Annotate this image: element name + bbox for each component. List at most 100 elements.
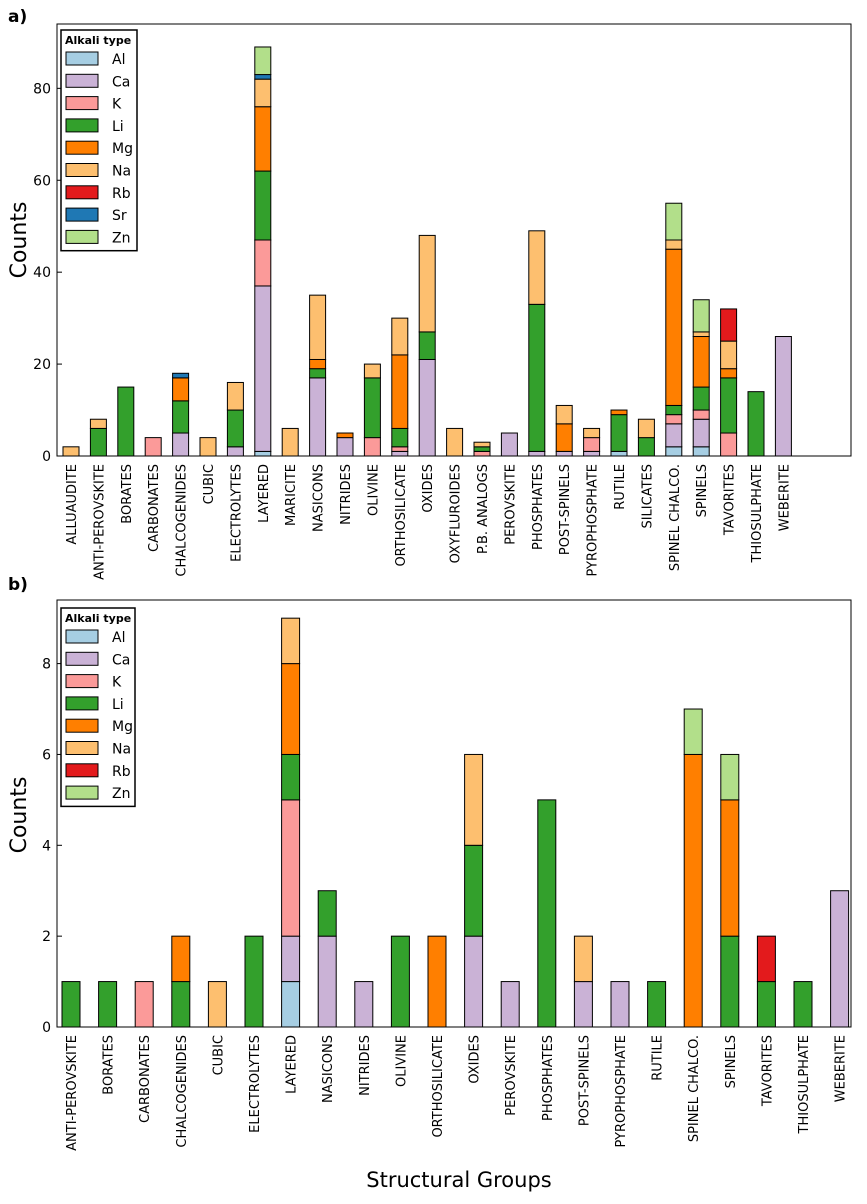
b-xtick-label-oxides: OXIDES — [468, 1035, 483, 1084]
b-bar-layered-mg — [281, 663, 301, 755]
a-bar-olivine-na — [363, 363, 381, 379]
a-bar-tavorites-rb — [720, 308, 738, 342]
b-xtick-label-electrolytes: ELECTROLYTES — [248, 1035, 263, 1133]
a-bar-orthosilicate-ca — [391, 450, 409, 457]
a-bar-layered-ca — [254, 285, 272, 452]
a-xtick-label-carbonates: CARBONATES — [147, 464, 162, 552]
b-bar-layered-ca — [281, 935, 301, 983]
a-bar-chalcogenides-ca — [172, 432, 190, 457]
a-xtick-label-rutile: RUTILE — [613, 464, 628, 510]
a-bar-silicates-na — [637, 418, 655, 439]
a-legend-label-rb: Rb — [112, 186, 131, 202]
b-ytick-label: 2 — [42, 929, 51, 945]
b-bar-orthosilicate-mg — [427, 935, 447, 1028]
a-bar-nasicons-mg — [309, 358, 327, 370]
a-bar-orthosilicate-k — [391, 446, 409, 452]
a-bar-spinel-chalco-zn — [665, 202, 683, 241]
a-bar-cubic-na — [199, 437, 217, 457]
b-legend-label-ca: Ca — [112, 652, 130, 668]
a-bar-orthosilicate-mg — [391, 354, 409, 429]
a-legend-label-li: Li — [112, 119, 124, 135]
a-xtick-label-post-spinels: POST-SPINELS — [558, 464, 573, 555]
a-bar-nitrides-ca — [336, 437, 354, 457]
b-legend-label-zn: Zn — [112, 786, 130, 802]
a-bar-pyrophosphate-k — [583, 437, 601, 452]
a-bar-nasicons-ca — [309, 377, 327, 457]
b-bar-nasicons-ca — [317, 935, 337, 1028]
a-xtick-label-olivine: OLIVINE — [366, 464, 381, 516]
a-xtick-label-thiosulphate: THIOSULPHATE — [750, 464, 765, 563]
b-xtick-label-carbonates: CARBONATES — [138, 1035, 153, 1123]
a-xtick-label-weberite: WEBERITE — [777, 464, 792, 531]
a-bar-thiosulphate-li — [747, 391, 765, 457]
panel-b-label: b) — [8, 575, 28, 595]
a-legend-label-al: Al — [112, 52, 125, 68]
a-bar-layered-li — [254, 170, 272, 241]
b-bar-layered-na — [281, 617, 301, 665]
b-xtick-label-borates: BORATES — [102, 1035, 117, 1095]
a-legend-swatch-al — [65, 51, 99, 66]
b-xtick-label-spinel-chalco: SPINEL CHALCO. — [687, 1035, 702, 1142]
a-bar-spinels-k — [692, 409, 710, 420]
a-ytick-label: 80 — [33, 81, 51, 97]
a-bar-perovskite-ca — [500, 432, 518, 457]
b-xtick-label-layered: LAYERED — [285, 1035, 300, 1094]
b-bar-layered-k — [281, 799, 301, 937]
b-bar-weberite-ca — [830, 890, 850, 1028]
a-xtick-label-tavorites: TAVORITES — [723, 464, 738, 536]
a-bar-layered-mg — [254, 106, 272, 172]
b-legend-swatch-zn — [65, 785, 99, 800]
a-bar-maricite-na — [281, 427, 299, 457]
b-bar-oxides-li — [464, 844, 484, 937]
panel-a-chart: a) Counts 0 20 40 60 80 ALLUAUDITE ANTI-PEROVS… — [7, 7, 852, 580]
a-bar-chalcogenides-li — [172, 400, 190, 434]
a-bar-orthosilicate-li — [391, 427, 409, 448]
b-bar-spinels-zn — [720, 753, 740, 801]
b-bar-pyrophosphate-ca — [610, 981, 630, 1028]
a-bar-spinel-chalco-na — [665, 239, 683, 250]
b-axes-frame — [56, 599, 852, 1028]
b-bar-olivine-li — [390, 935, 410, 1028]
a-xtick-label-spinel-chalco: SPINEL CHALCO. — [668, 464, 683, 571]
b-legend-swatch-ca — [65, 651, 99, 666]
b-xtick-label-perovskite: PEROVSKITE — [504, 1035, 519, 1116]
a-xtick-label-p-b-analogs: P.B. ANALOGS — [476, 464, 491, 554]
a-bar-spinels-ca — [692, 418, 710, 448]
a-bar-p-b-analogs-na — [473, 441, 491, 448]
a-legend-label-ca: Ca — [112, 74, 130, 90]
b-bar-chalcogenides-li — [171, 981, 191, 1028]
b-xtick-label-rutile: RUTILE — [651, 1035, 666, 1081]
b-bar-spinel-chalco-mg — [683, 753, 703, 1028]
panel-b-xlabel: Structural Groups — [366, 1168, 551, 1192]
a-bar-spinel-chalco-k — [665, 414, 683, 425]
a-bar-olivine-li — [363, 377, 381, 439]
a-bar-rutile-mg — [610, 409, 628, 416]
b-ytick-label: 6 — [42, 747, 51, 763]
b-bar-nitrides-ca — [354, 981, 374, 1028]
a-xtick-label-perovskite: PEROVSKITE — [503, 464, 518, 545]
a-ytick-label: 20 — [33, 357, 51, 373]
a-xtick-label-nitrides: NITRIDES — [339, 464, 354, 525]
b-ytick-label: 8 — [42, 657, 51, 673]
b-bar-electrolytes-li — [244, 935, 264, 1028]
b-bar-carbonates-k — [134, 981, 154, 1028]
b-ytick-label: 4 — [42, 838, 51, 854]
a-bar-spinel-chalco-li — [665, 404, 683, 416]
panel-b-axes: 0 2 4 6 8 ANTI-PEROVSKITE BORATES CARBONATES CHA… — [42, 599, 852, 1151]
a-bar-pyrophosphate-ca — [583, 450, 601, 457]
a-bar-orthosilicate-na — [391, 317, 409, 356]
b-bar-oxides-na — [464, 753, 484, 846]
b-bar-rutile-li — [647, 981, 667, 1028]
a-xtick-label-silicates: SILICATES — [640, 464, 655, 529]
a-legend-label-k: K — [112, 97, 122, 113]
a-legend-swatch-li — [65, 118, 99, 133]
a-legend-swatch-rb — [65, 185, 99, 200]
a-ytick-label: 40 — [33, 265, 51, 281]
a-bar-nasicons-li — [309, 368, 327, 379]
a-bar-tavorites-li — [720, 377, 738, 434]
a-bar-layered-sr — [254, 74, 272, 80]
a-legend-swatch-sr — [65, 207, 99, 222]
b-legend-swatch-al — [65, 629, 99, 644]
b-bar-post-spinels-ca — [573, 981, 593, 1028]
b-legend-label-mg: Mg — [112, 719, 133, 735]
